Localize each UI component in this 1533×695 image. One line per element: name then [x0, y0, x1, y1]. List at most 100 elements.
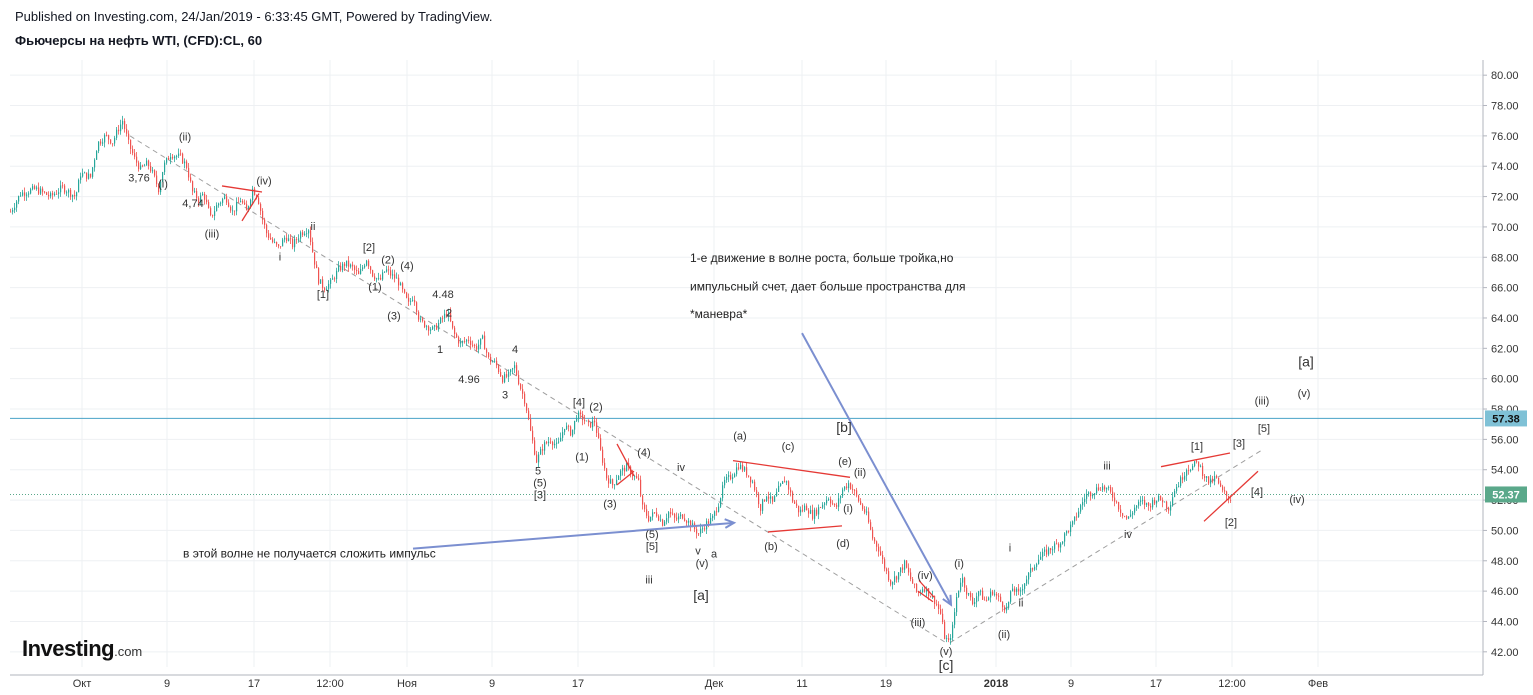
candle-body	[924, 589, 926, 592]
candle-body	[474, 345, 476, 347]
wave-label: [2]	[363, 242, 375, 254]
candle-body	[702, 528, 704, 530]
candle-body	[684, 518, 686, 521]
x-tick-label: 12:00	[316, 678, 344, 690]
wedge-lines	[221, 185, 1259, 603]
candle-body	[50, 193, 52, 197]
candle-body	[1024, 583, 1026, 589]
candle-body	[220, 202, 222, 204]
candle-body	[670, 512, 672, 514]
candle-body	[998, 595, 1000, 597]
x-tick-label: 17	[248, 678, 260, 690]
candle-body	[832, 503, 834, 505]
candle-body	[184, 161, 186, 164]
candle-body	[782, 481, 784, 484]
candle-body	[20, 195, 22, 197]
candle-body	[874, 538, 876, 542]
candle-body	[250, 199, 252, 207]
candle-body	[98, 141, 100, 151]
grid	[10, 60, 1483, 667]
candle-body	[1110, 487, 1112, 492]
candle-body	[1128, 516, 1130, 519]
candle-body	[176, 155, 178, 157]
candle-body	[208, 202, 210, 209]
candle-body	[482, 335, 484, 339]
y-tick-label: 54.00	[1491, 465, 1519, 477]
candle-body	[390, 270, 392, 276]
candle-body	[198, 198, 200, 203]
candle-body	[810, 509, 812, 514]
candle-body	[450, 312, 452, 322]
candle-body	[388, 269, 390, 271]
candle-body	[666, 518, 668, 522]
candle-body	[118, 129, 120, 132]
candle-body	[308, 230, 310, 234]
candle-body	[92, 167, 94, 177]
candle-body	[1152, 499, 1154, 508]
candle-body	[608, 478, 610, 484]
candle-body	[756, 490, 758, 494]
candle-body	[96, 150, 98, 160]
candle-body	[954, 612, 956, 625]
candle-body	[130, 139, 132, 149]
candle-body	[458, 337, 460, 344]
candle-body	[1174, 491, 1176, 498]
candle-body	[114, 137, 116, 144]
candle-body	[316, 264, 318, 269]
candle-body	[416, 302, 418, 312]
candle-body	[678, 516, 680, 520]
candle-body	[600, 438, 602, 450]
candle-body	[948, 638, 950, 640]
candle-body	[408, 297, 410, 302]
candle-body	[1192, 465, 1194, 470]
candle-body	[726, 476, 728, 480]
candle-body	[748, 475, 750, 477]
candle-body	[644, 504, 646, 510]
candle-body	[1048, 548, 1050, 555]
candle-body	[138, 162, 140, 170]
candle-body	[280, 246, 282, 248]
x-tick-label: Окт	[73, 678, 92, 690]
candle-body	[556, 442, 558, 444]
candle-body	[632, 474, 634, 477]
candle-body	[80, 176, 82, 180]
wedge-line	[732, 459, 851, 478]
candle-body	[784, 481, 786, 483]
candle-body	[1086, 494, 1088, 499]
candle-body	[1176, 486, 1178, 492]
candle-body	[86, 172, 88, 179]
candle-body	[794, 501, 796, 504]
candle-body	[298, 238, 300, 240]
candle-body	[974, 602, 976, 605]
candle-body	[1026, 579, 1028, 584]
candle-body	[1014, 588, 1016, 592]
candle-body	[30, 189, 32, 194]
candle-body	[34, 186, 36, 189]
candle-body	[764, 499, 766, 501]
dashed-trendline	[949, 449, 1263, 644]
candle-body	[1166, 501, 1168, 508]
candle-body	[246, 204, 248, 211]
candle-body	[840, 496, 842, 499]
candle-body	[156, 175, 158, 185]
candle-body	[990, 591, 992, 598]
candle-body	[168, 157, 170, 160]
candle-body	[830, 499, 832, 504]
wave-label: (i)	[954, 558, 964, 570]
wave-label: (1)	[575, 452, 588, 464]
candle-body	[406, 292, 408, 298]
candle-body	[132, 148, 134, 154]
candle-body	[1038, 559, 1040, 565]
candle-body	[262, 210, 264, 220]
candle-body	[562, 432, 564, 438]
candle-body	[834, 503, 836, 506]
candle-body	[214, 211, 216, 216]
candle-body	[1170, 505, 1172, 511]
candle-body	[454, 327, 456, 335]
candle-body	[376, 278, 378, 280]
candle-body	[1206, 476, 1208, 478]
candle-body	[466, 339, 468, 342]
wedge-line	[917, 590, 934, 603]
candle-body	[354, 266, 356, 270]
